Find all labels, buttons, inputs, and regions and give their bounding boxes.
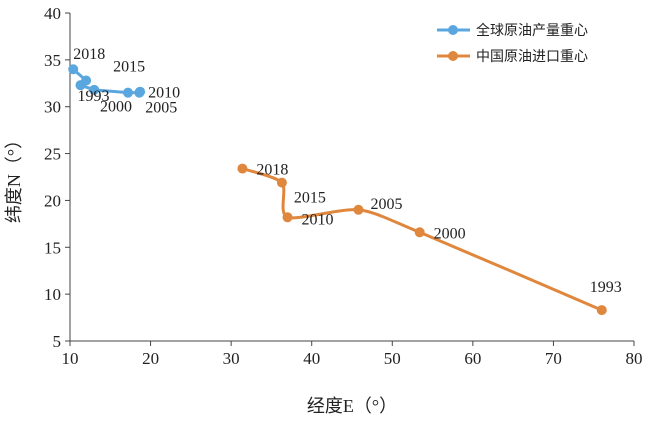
data-label: 2015: [113, 58, 145, 75]
y-tick-label: 10: [44, 285, 61, 304]
legend-item: 全球原油产量重心: [437, 22, 588, 39]
data-point: [75, 80, 86, 91]
x-tick-label: 20: [142, 349, 159, 368]
y-tick-label: 25: [44, 145, 61, 164]
data-point: [414, 227, 425, 238]
legend-swatch-marker: [448, 25, 458, 35]
y-tick-label: 5: [53, 332, 62, 351]
data-label: 2018: [73, 46, 105, 63]
series-1: [68, 64, 146, 98]
data-label: 2015: [294, 190, 326, 207]
legend-label: 全球原油产量重心: [476, 22, 588, 39]
data-label: 2005: [145, 100, 177, 117]
data-label: 1993: [590, 279, 622, 296]
data-point: [276, 177, 287, 188]
data-label: 2010: [148, 85, 180, 102]
x-tick-label: 80: [626, 349, 643, 368]
data-point: [282, 212, 293, 223]
x-tick-label: 60: [464, 349, 481, 368]
data-point: [596, 305, 607, 316]
data-label: 2000: [434, 225, 466, 242]
y-tick-label: 40: [44, 4, 61, 23]
legend-item: 中国原油进口重心: [437, 49, 588, 65]
data-point: [353, 204, 364, 215]
legend-label: 中国原油进口重心: [476, 49, 588, 65]
data-point: [89, 84, 100, 95]
y-tick-label: 15: [44, 238, 61, 257]
x-tick-label: 50: [384, 349, 401, 368]
data-point: [68, 64, 79, 75]
data-point: [123, 87, 134, 98]
data-point: [237, 163, 248, 174]
data-point: [135, 86, 146, 97]
series-2: [237, 163, 607, 316]
data-label: 2000: [100, 99, 132, 116]
x-axis-title: 经度E（°）: [307, 396, 397, 416]
y-tick-label: 20: [44, 191, 61, 210]
y-tick-label: 30: [44, 98, 61, 117]
x-tick-label: 70: [545, 349, 562, 368]
data-label: 2010: [302, 211, 334, 228]
series-layer: [68, 64, 607, 316]
data-label: 1993: [77, 88, 109, 105]
y-tick-label: 35: [44, 51, 61, 70]
data-label: 2005: [370, 196, 402, 213]
x-tick-label: 30: [223, 349, 240, 368]
y-axis-title: 纬度N（°）: [4, 131, 24, 223]
x-tick-label: 10: [62, 349, 79, 368]
data-label: 2018: [256, 162, 288, 179]
legend-swatch-marker: [448, 51, 458, 61]
x-tick-label: 40: [303, 349, 320, 368]
